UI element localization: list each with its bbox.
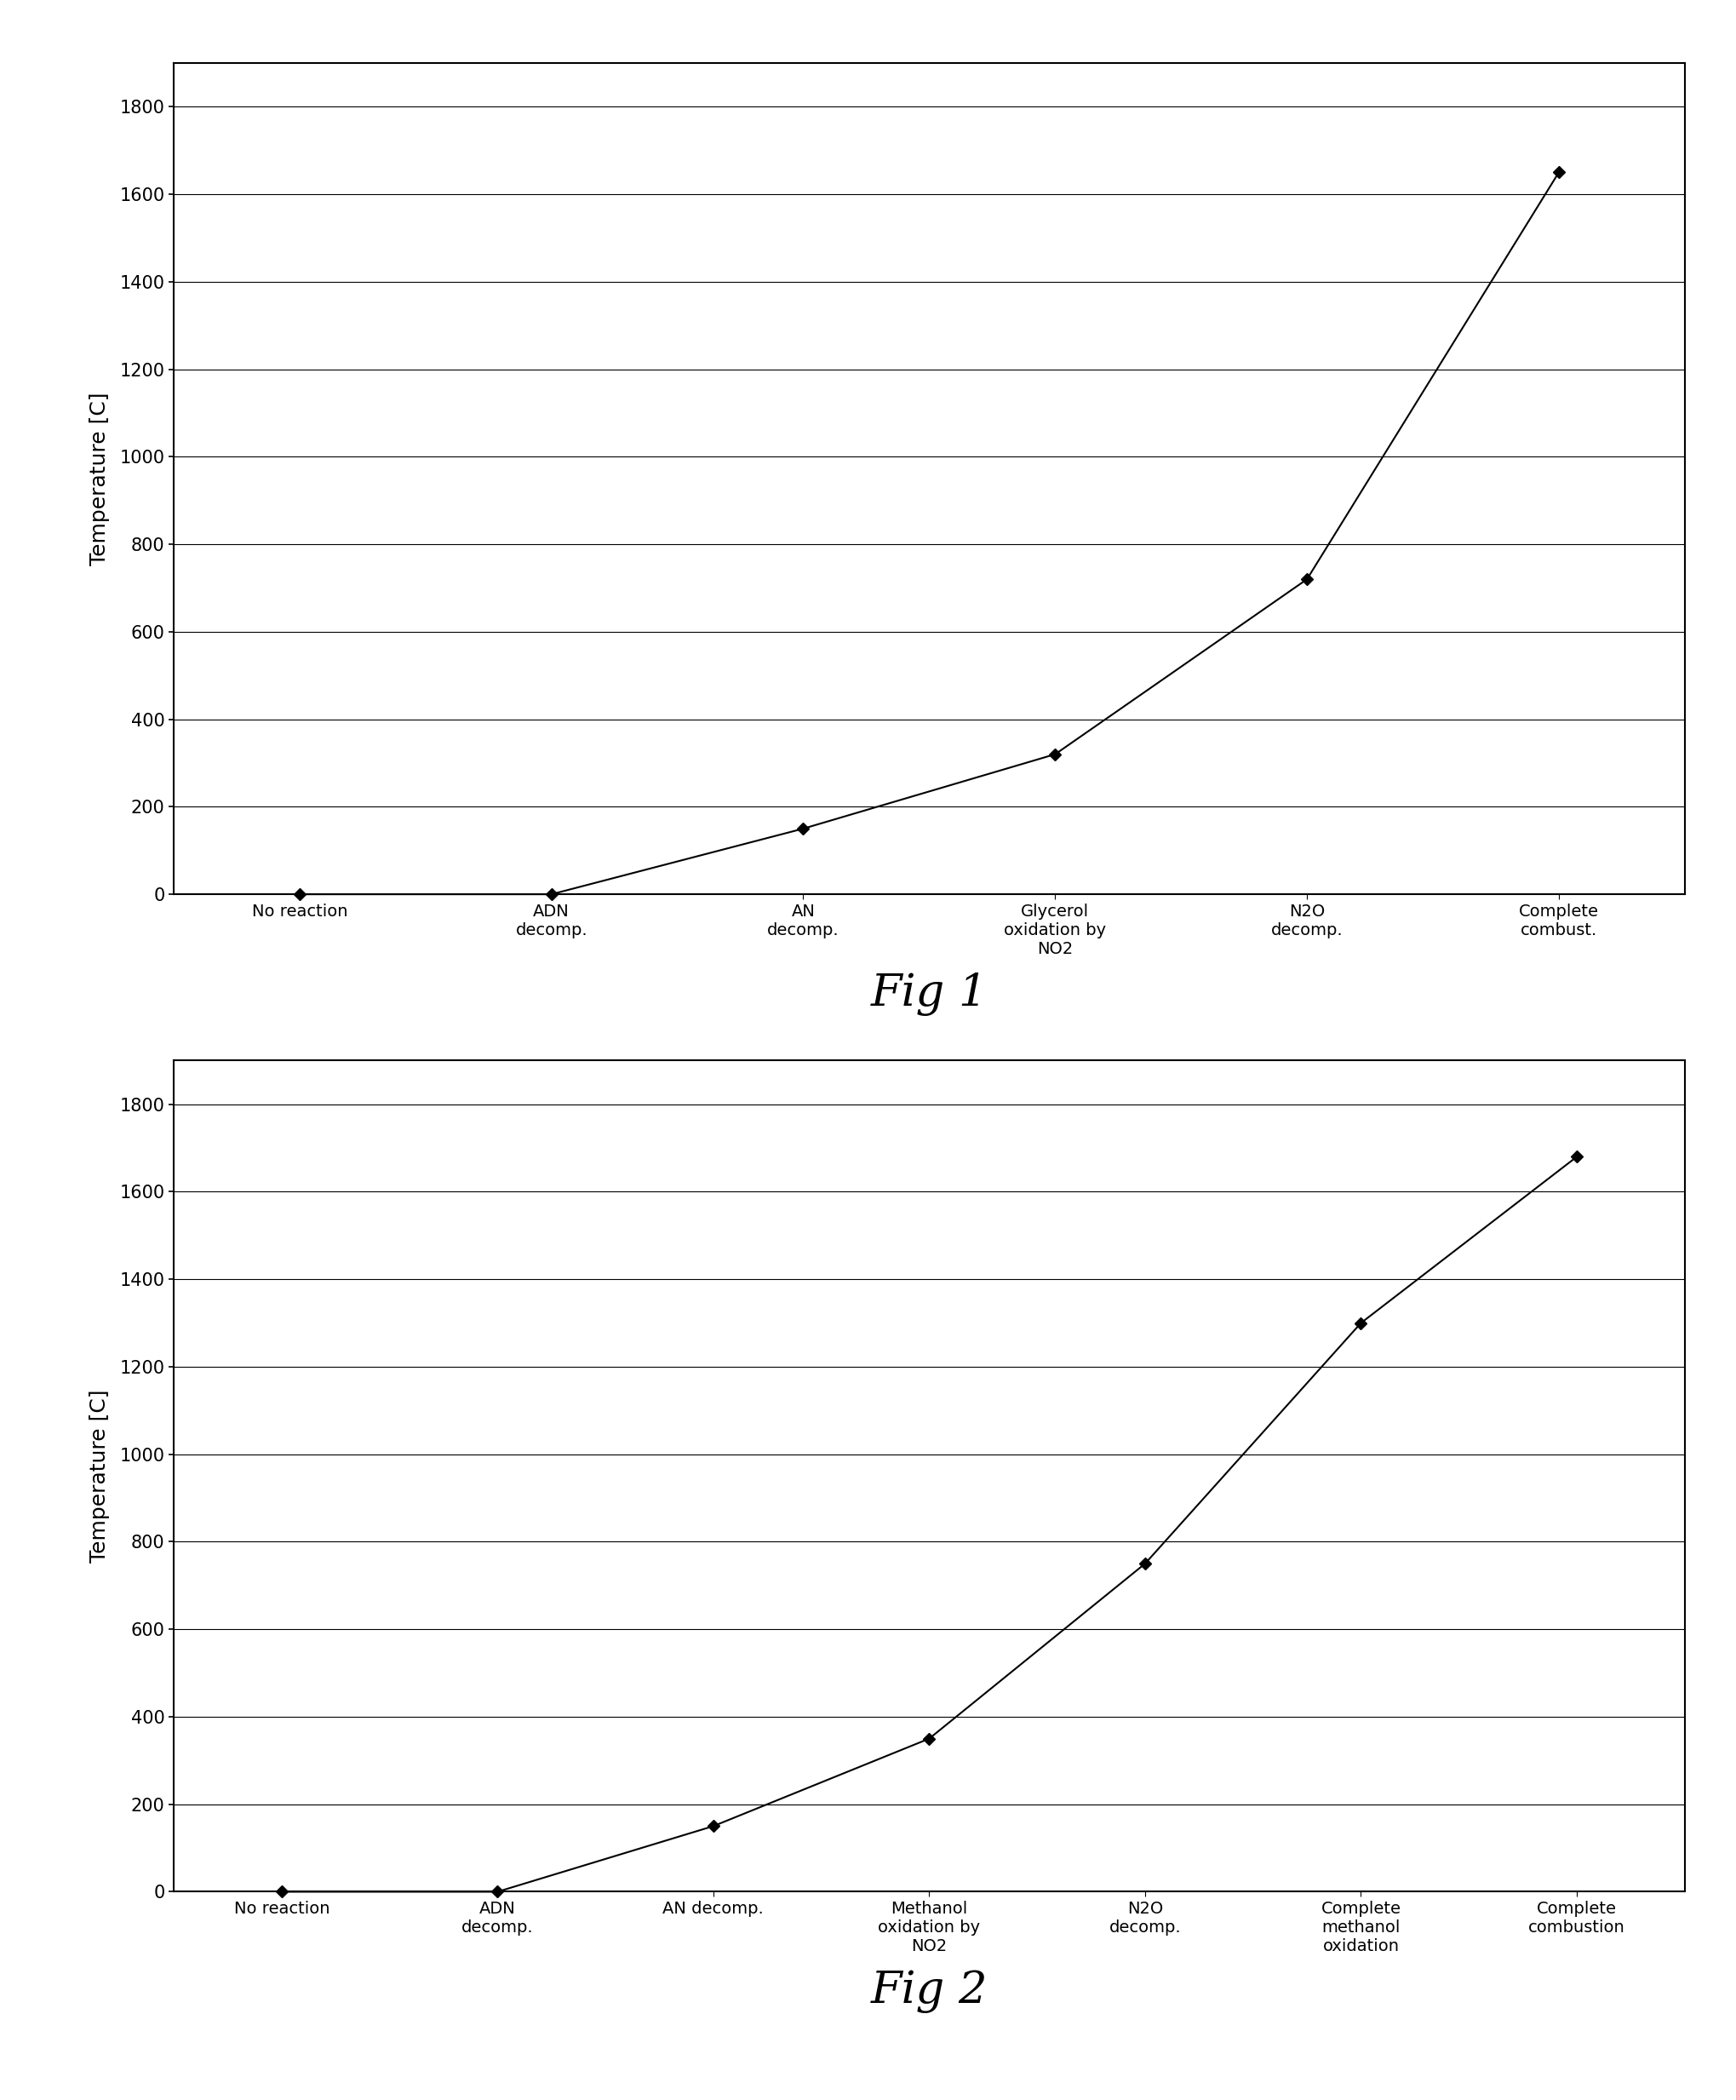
Y-axis label: Temperature [C]: Temperature [C] (90, 1390, 109, 1562)
Text: Fig 1: Fig 1 (870, 972, 988, 1016)
Y-axis label: Temperature [C]: Temperature [C] (90, 393, 109, 565)
Text: Fig 2: Fig 2 (870, 1970, 988, 2014)
